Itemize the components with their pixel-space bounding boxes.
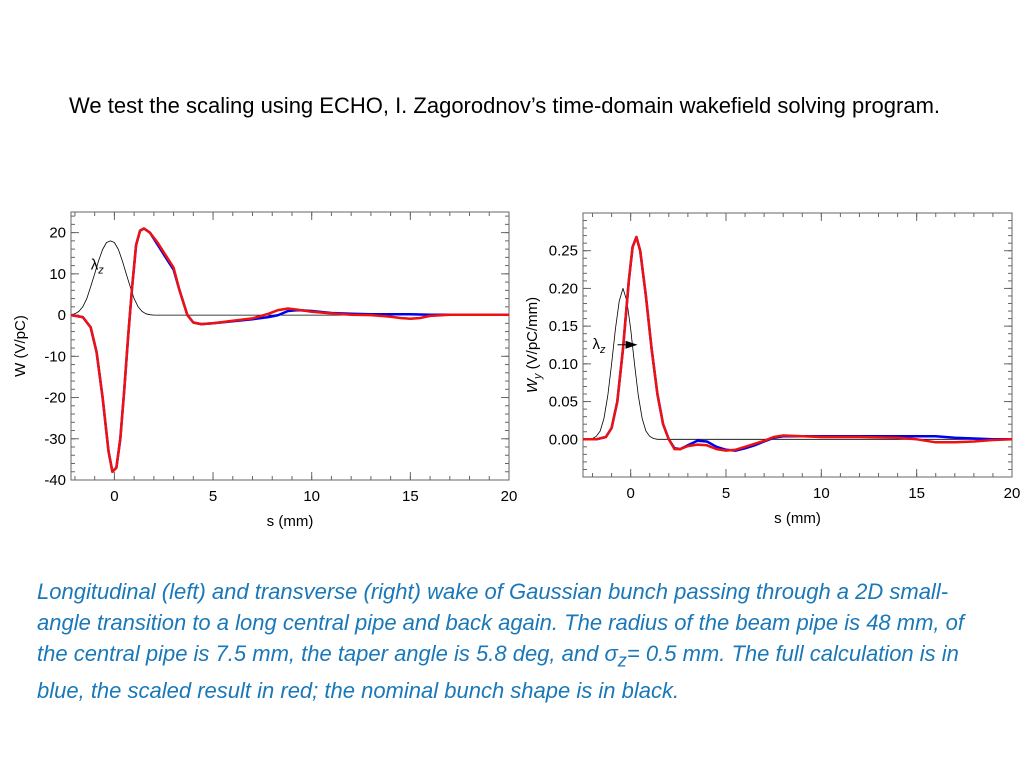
x-tick-label: 10 xyxy=(303,488,320,505)
lambda-z-annotation: λz xyxy=(91,257,105,277)
lambda-symbol: λ xyxy=(593,336,601,353)
y-tick-label: 0.10 xyxy=(549,356,578,373)
plot-frame xyxy=(70,211,510,481)
y-axis-label: Wy (V/pC/mm) xyxy=(524,297,544,393)
lambda-subscript: z xyxy=(97,265,104,277)
y-tick-label: -10 xyxy=(44,348,66,365)
x-tick-label: 5 xyxy=(209,488,217,505)
y-tick-label: 0.05 xyxy=(549,394,578,411)
y-tick-label: 0.00 xyxy=(549,431,578,448)
x-axis-label: s (mm) xyxy=(267,513,314,530)
y-tick-label: 20 xyxy=(49,225,66,242)
annotation-arrow-icon xyxy=(625,340,638,349)
x-tick-label: 5 xyxy=(722,485,730,502)
series-bunch-shape-line xyxy=(583,288,1012,440)
y-tick-label: 0.15 xyxy=(549,318,578,335)
lambda-symbol: λ xyxy=(91,257,99,274)
series-bunch-shape-line xyxy=(71,240,509,316)
y-tick-label: 0 xyxy=(58,307,66,324)
lambda-z-annotation: λz xyxy=(593,336,607,356)
caption-text-part1: Longitudinal (left) and transverse (righ… xyxy=(37,579,965,666)
series-full-calculation-line xyxy=(71,227,509,474)
x-tick-label: 20 xyxy=(501,488,518,505)
x-tick-label: 0 xyxy=(110,488,118,505)
y-axis-label-unit: (V/pC/mm) xyxy=(524,297,541,374)
chart-transverse-wake: 0 5 10 15 20 0.00 0.05 0.10 0.15 0.20 0.25 λz s (mm)… xyxy=(524,212,1021,527)
plot-frame xyxy=(582,212,1013,478)
y-tick-label: -40 xyxy=(44,472,66,489)
chart-longitudinal-wake: 0 5 10 15 20 -40 -30 -20 -10 0 10 20 λz s (mm) W (V/pC… xyxy=(12,211,517,530)
y-tick-label: 10 xyxy=(49,266,66,283)
caption-text-part2: = 0.5 mm. The full calculation is in blu… xyxy=(37,641,959,704)
y-axis-label-symbol: W xyxy=(524,377,541,393)
y-tick-label: 0.25 xyxy=(549,243,578,260)
x-tick-label: 15 xyxy=(402,488,419,505)
series-scaled-result-line xyxy=(583,235,1012,452)
y-tick-label: 0.20 xyxy=(549,280,578,297)
y-axis-label: W (V/pC) xyxy=(12,315,29,377)
caption-sigma-subscript: z xyxy=(617,649,627,671)
intro-text: We test the scaling using ECHO, I. Zagor… xyxy=(69,93,941,118)
series-full-calculation-line xyxy=(583,235,1012,452)
caption-sigma: σ xyxy=(604,641,618,666)
x-tick-label: 0 xyxy=(626,485,634,502)
y-tick-label: -20 xyxy=(44,390,66,407)
figure-caption: Longitudinal (left) and transverse (righ… xyxy=(37,576,987,706)
y-axis-label-subscript: y xyxy=(532,372,544,380)
x-tick-label: 15 xyxy=(908,485,925,502)
y-tick-label: -30 xyxy=(44,431,66,448)
x-axis-label: s (mm) xyxy=(774,510,821,527)
lambda-subscript: z xyxy=(599,344,606,356)
x-tick-label: 20 xyxy=(1004,485,1021,502)
series-scaled-result-line xyxy=(71,227,509,474)
x-tick-label: 10 xyxy=(813,485,830,502)
